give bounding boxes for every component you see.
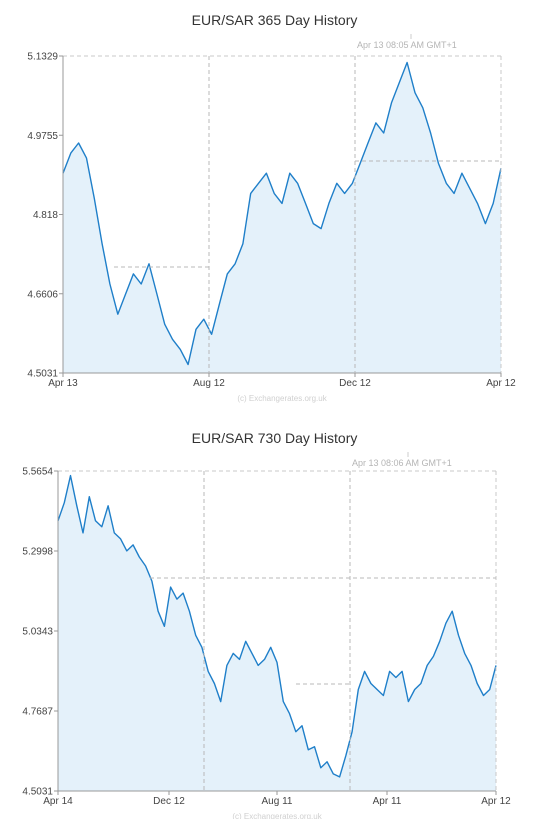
- x-tick-label: Apr 14: [43, 796, 73, 807]
- series-line: [62, 61, 502, 366]
- y-tick-label: 4.818: [33, 210, 58, 221]
- series-area: [58, 475, 496, 791]
- chart-365-svg: Apr 13 08:05 AM GMT+1 5.1329 4.9755 4.818 4.…: [27, 34, 516, 403]
- series-area: [63, 62, 501, 373]
- y-tick-label: 4.9755: [27, 131, 58, 142]
- credit-label: (c) Exchangerates.org.uk: [237, 394, 327, 403]
- y-tick-label: 4.5031: [27, 369, 58, 380]
- series-line: [57, 474, 497, 778]
- x-tick-label: Aug 11: [262, 796, 293, 807]
- y-tick-label: 5.5654: [22, 467, 53, 478]
- chart-730-svg: Apr 13 08:06 AM GMT+1 5.5654 5.2998 5.0343 4…: [22, 452, 511, 819]
- chart-title: EUR/SAR 365 Day History: [191, 12, 358, 28]
- chart-730-day: EUR/SAR 730 Day History Apr 13 08:06 AM …: [0, 418, 549, 819]
- x-tick-label: Apr 11: [373, 796, 402, 807]
- y-tick-label: 5.2998: [22, 547, 53, 558]
- y-tick-label: 4.5031: [22, 787, 53, 798]
- chart-title: EUR/SAR 730 Day History: [191, 430, 358, 446]
- y-tick-label: 5.0343: [22, 627, 53, 638]
- timestamp-label: Apr 13 08:05 AM GMT+1: [357, 40, 457, 50]
- y-tick-label: 4.7687: [22, 707, 53, 718]
- x-tick-label: Apr 12: [486, 378, 516, 389]
- y-tick-label: 4.6606: [27, 289, 58, 300]
- chart-365-day: EUR/SAR 365 Day History Apr 13 08:05 AM …: [0, 0, 549, 405]
- y-tick-label: 5.1329: [27, 52, 58, 63]
- timestamp-label: Apr 13 08:06 AM GMT+1: [352, 458, 452, 468]
- credit-label: (c) Exchangerates.org.uk: [232, 812, 322, 819]
- x-tick-label: Apr 12: [481, 796, 511, 807]
- x-tick-label: Dec 12: [339, 378, 371, 389]
- x-tick-label: Apr 13: [48, 378, 78, 389]
- x-tick-label: Dec 12: [153, 796, 185, 807]
- x-tick-label: Aug 12: [193, 378, 225, 389]
